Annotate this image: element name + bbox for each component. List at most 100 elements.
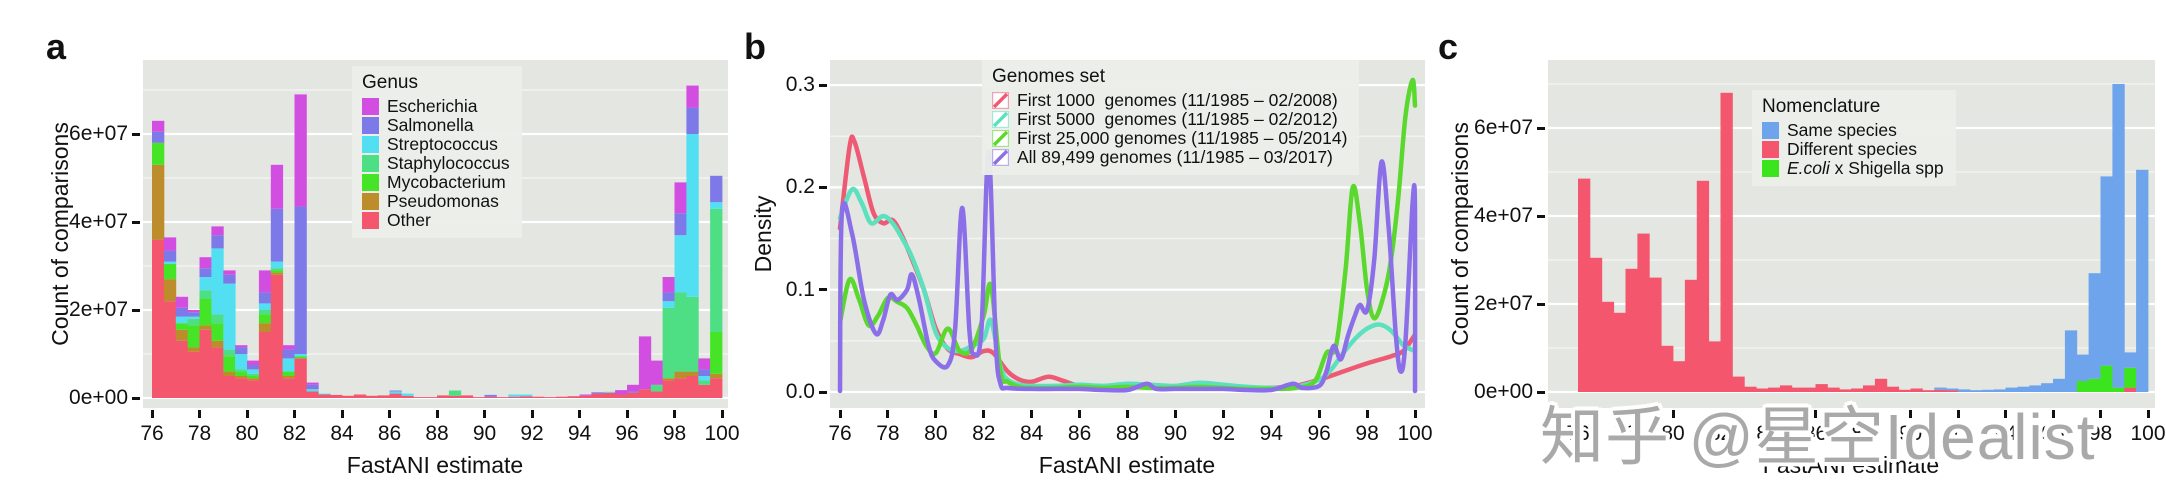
panel-c-x-tickmark — [1719, 410, 1722, 418]
panel-c-x-axis-title: FastANI estimate — [1762, 452, 1940, 478]
panel-b-x-tick-label: 76 — [828, 422, 852, 445]
panel-a-y-tick-label: 2e+07 — [69, 298, 128, 321]
panel-b-x-tickmark — [1221, 410, 1225, 418]
panel-a-x-tickmark — [435, 410, 439, 418]
panel-c-x-tick-label: 96 — [2041, 422, 2065, 445]
panel-c-x-tick-label: 82 — [1708, 422, 1733, 445]
panel-b-x-tickmark — [1030, 410, 1034, 418]
panel-c-x-tick-label: 84 — [1756, 422, 1780, 445]
panel-a-letter: a — [46, 26, 67, 67]
panel-b-letter: b — [744, 26, 766, 67]
legend-entry: Same species — [1762, 120, 1944, 140]
legend-entry: Mycobacterium — [362, 172, 510, 192]
panel-b-x-tick-label: 88 — [1115, 422, 1140, 445]
legend-entry: First 25,000 genomes (11/1985 – 05/2014) — [992, 128, 1348, 148]
legend-entry: Salmonella — [362, 115, 510, 135]
panel-b-y-tick-label: 0.1 — [785, 277, 815, 301]
panel-b-x-tickmark — [1365, 410, 1369, 418]
panel-a-x-tickmark — [483, 410, 486, 418]
panel-b-legend-entries: First 1000 genomes (11/1985 – 02/2008) Fi… — [992, 90, 1348, 167]
legend-swatch-icon — [1762, 122, 1779, 139]
panel-c-y-axis-title: Count of comparisons — [1447, 122, 1473, 346]
legend-swatch-icon — [992, 92, 1009, 109]
panel-a-x-tick-label: 88 — [425, 422, 449, 445]
panel-b-x-tick-label: 92 — [1211, 422, 1236, 445]
panel-b-y-tickmark — [819, 83, 827, 87]
panel-c-y-tickmark — [1537, 390, 1545, 394]
panel-a-x-tick-label: 82 — [282, 422, 307, 445]
panel-b-x-tickmark — [886, 410, 890, 418]
legend-swatch-icon — [362, 193, 379, 210]
panel-b-x-tick-label: 86 — [1067, 422, 1092, 445]
panel-c-x-tick-label: 90 — [1898, 422, 1923, 445]
legend-entry-label: Pseudomonas — [387, 191, 499, 211]
legend-swatch-icon — [362, 98, 379, 115]
legend-entry-label: Same species — [1787, 120, 1897, 140]
panel-a-x-tick-label: 92 — [520, 422, 544, 445]
panel-b-y-tickmark — [819, 185, 827, 189]
panel-b-x-axis-title: FastANI estimate — [1038, 452, 1216, 478]
panel-b-x-tick-label: 96 — [1307, 422, 1331, 445]
legend-entry-label: First 5000 genomes (11/1985 – 02/2012) — [1017, 109, 1338, 129]
legend-entry: Escherichia — [362, 96, 510, 116]
panel-b-x-tick-label: 80 — [924, 422, 948, 445]
panel-a-legend-entries: Escherichia Salmonella Streptococcus Staphy… — [362, 96, 510, 230]
panel-b-y-tick-label: 0.3 — [785, 73, 815, 97]
panel-a-x-tick-label: 90 — [472, 422, 497, 445]
legend-entry-label: Streptococcus — [387, 134, 498, 154]
panel-a-y-tick-label: 6e+07 — [69, 122, 128, 145]
panel-c-x-tick-label: 88 — [1851, 422, 1875, 445]
panel-c-x-tick-label: 92 — [1946, 422, 1970, 445]
panel-b-y-tick-label: 0.0 — [785, 380, 815, 403]
panel-a-y-tickmark — [132, 220, 140, 224]
legend-swatch-icon — [992, 149, 1009, 166]
panel-c-x-tick-label: 86 — [1803, 422, 1828, 445]
panel-b-chart-svg — [830, 77, 1425, 394]
panel-c-x-tickmark — [2004, 410, 2007, 418]
legend-swatch-icon — [362, 174, 379, 191]
legend-swatch-icon — [992, 130, 1009, 147]
legend-swatch-icon — [1762, 160, 1779, 177]
panel-c-letter: c — [1438, 26, 1459, 67]
legend-entry: Other — [362, 210, 510, 230]
panel-b-y-tickmark — [819, 288, 827, 292]
panel-b-x-tickmark — [1269, 410, 1273, 418]
panel-b-x-tick-label: 90 — [1163, 422, 1188, 445]
legend-entry: E.coli x Shigella spp — [1762, 158, 1944, 178]
panel-b-x-tickmark — [838, 410, 842, 418]
panel-c-y-tick-label: 4e+07 — [1474, 204, 1533, 227]
panel-c-y-tick-label: 6e+07 — [1474, 116, 1533, 139]
panel-c-legend-entries: Same species Different species E.coli x Sh… — [1762, 120, 1944, 178]
panel-a-legend: Genus Escherichia Salmonella Streptococcus… — [352, 66, 522, 238]
panel-b-legend-title: Genomes set — [992, 66, 1105, 87]
panel-a-y-tickmark — [132, 396, 140, 400]
panel-c-legend-title: Nomenclature — [1762, 96, 1881, 117]
legend-swatch-icon — [362, 212, 379, 229]
panel-c-x-tickmark — [1576, 410, 1580, 418]
panel-c-x-tickmark — [1766, 410, 1770, 418]
panel-a-y-axis-title: Count of comparisons — [47, 122, 73, 346]
panel-a-x-tick-label: 78 — [187, 422, 212, 445]
legend-entry-label: First 25,000 genomes (11/1985 – 05/2014) — [1017, 128, 1348, 148]
panel-c-x-tick-label: 94 — [1993, 422, 2018, 445]
legend-entry-label: Mycobacterium — [387, 172, 506, 192]
legend-entry: Staphylococcus — [362, 153, 510, 173]
panel-a-x-tick-label: 80 — [235, 422, 259, 445]
panel-c-chart-svg — [1548, 83, 2155, 394]
panel-c-y-tickmark — [1537, 214, 1545, 218]
panel-c-x-tickmark — [1624, 410, 1627, 418]
legend-entry: Pseudomonas — [362, 191, 510, 211]
legend-entry-label: Escherichia — [387, 96, 478, 116]
panel-b-x-tickmark — [1126, 410, 1130, 418]
legend-entry-label: Different species — [1787, 139, 1918, 159]
panel-c-y-tickmark — [1537, 126, 1545, 130]
panel-c-legend: Nomenclature Same species Different speci… — [1752, 90, 1956, 186]
panel-a-x-tickmark — [340, 410, 344, 418]
panel-b-y-tickmark — [819, 390, 827, 394]
panel-a-x-tickmark — [198, 410, 201, 418]
panel-b-y-axis-title: Density — [750, 195, 776, 273]
panel-b-x-tick-label: 78 — [876, 422, 900, 445]
panel-c-x-tick-label: 78 — [1613, 422, 1638, 445]
panel-b-x-tick-label: 98 — [1355, 422, 1379, 445]
panel-c-y-tick-label: 2e+07 — [1474, 292, 1533, 315]
